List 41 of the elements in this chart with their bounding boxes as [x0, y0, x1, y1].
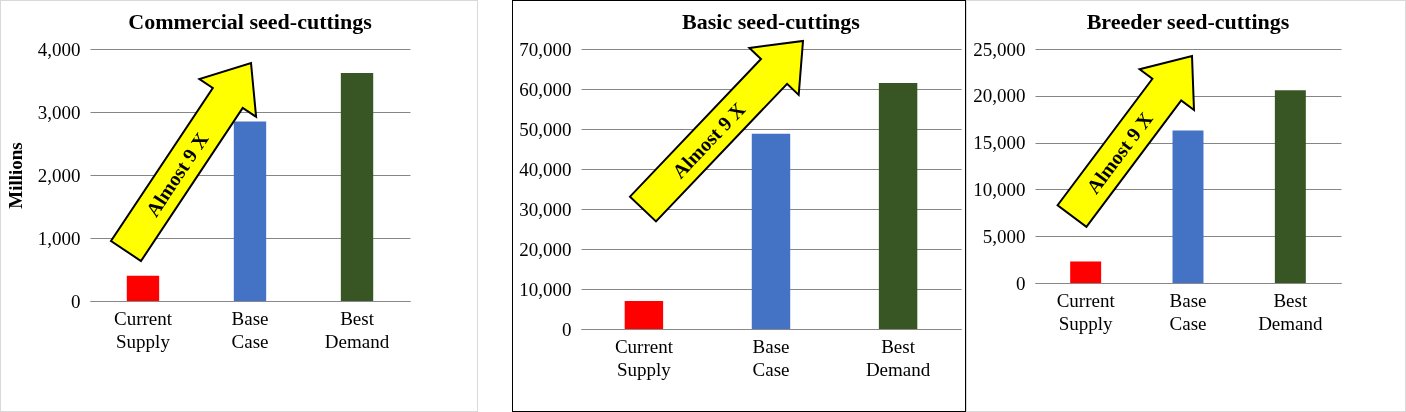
- chart-title: Basic seed-cuttings: [682, 9, 861, 34]
- x-tick-label: Best Demand: [865, 335, 931, 380]
- chart-title: Commercial seed-cuttings: [128, 9, 373, 34]
- y-tick-label: 10,000: [519, 278, 572, 300]
- bar: [1070, 261, 1102, 283]
- y-tick-label: 60,000: [519, 78, 572, 100]
- bar: [233, 121, 267, 301]
- y-tick-label: 50,000: [519, 118, 572, 140]
- y-tick-label: 4,000: [37, 38, 81, 60]
- y-tick-label: 0: [71, 290, 81, 312]
- y-axis-title: Millions: [4, 142, 26, 209]
- x-tick-label: Best Demand: [1258, 289, 1324, 334]
- bar: [340, 72, 374, 301]
- y-tick-label: 20,000: [973, 85, 1026, 107]
- y-tick-label: 2,000: [37, 164, 81, 186]
- x-tick-label: Current Supply: [1056, 289, 1116, 334]
- y-tick-label: 20,000: [519, 238, 572, 260]
- y-tick-label: 40,000: [519, 158, 572, 180]
- y-tick-label: 3,000: [37, 101, 81, 123]
- y-tick-label: 0: [1016, 272, 1026, 294]
- bar: [878, 83, 918, 329]
- y-tick-label: 70,000: [519, 38, 572, 60]
- x-tick-label: Base Case: [752, 335, 790, 380]
- bar: [1172, 130, 1204, 283]
- bar: [751, 133, 791, 329]
- y-tick-label: 1,000: [37, 227, 81, 249]
- bar: [126, 275, 160, 301]
- x-tick-label: Best Demand: [324, 307, 390, 352]
- x-tick-label: Base Case: [1169, 289, 1207, 334]
- y-tick-label: 30,000: [519, 198, 572, 220]
- y-tick-label: 25,000: [973, 38, 1026, 60]
- x-tick-label: Current Supply: [614, 335, 674, 380]
- y-tick-label: 5,000: [982, 225, 1026, 247]
- chart-title: Breeder seed-cuttings: [1086, 9, 1290, 34]
- y-tick-label: 10,000: [973, 178, 1026, 200]
- y-tick-label: 0: [562, 318, 572, 340]
- x-tick-label: Current Supply: [113, 307, 173, 352]
- y-tick-label: 15,000: [973, 132, 1026, 154]
- bar: [624, 301, 664, 329]
- x-tick-label: Base Case: [231, 307, 269, 352]
- bar: [1274, 90, 1306, 283]
